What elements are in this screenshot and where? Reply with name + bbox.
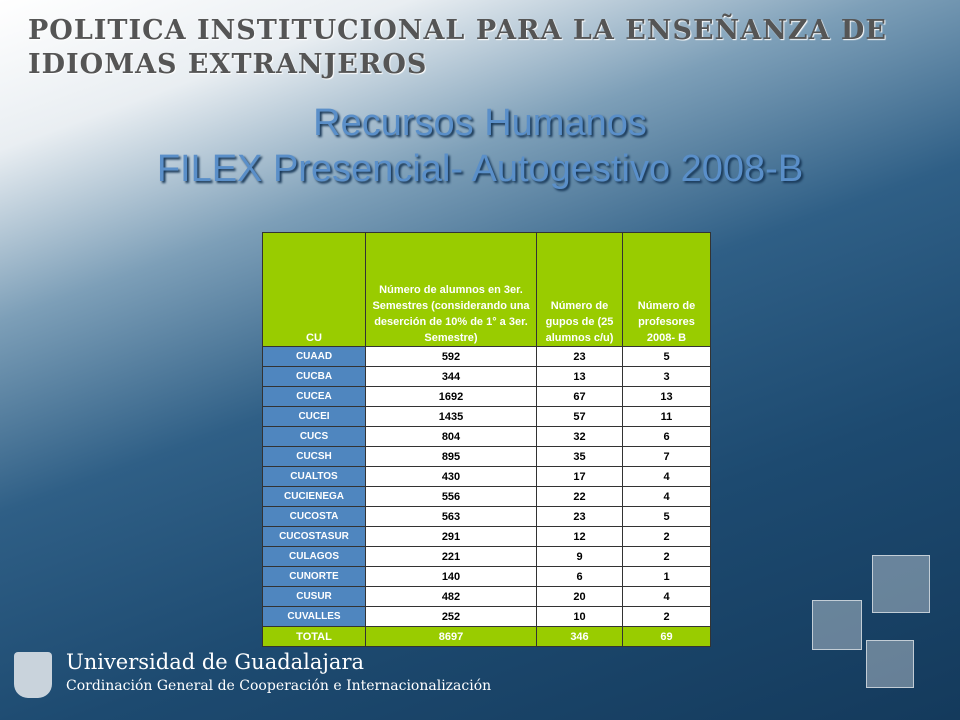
- table-row: CUAAD 592 23 5: [262, 346, 711, 367]
- value-cell: 9: [536, 546, 623, 567]
- table-row: CUCEA 1692 67 13: [262, 386, 711, 407]
- table-row: CUCSH 895 35 7: [262, 446, 711, 467]
- value-cell: 563: [365, 506, 537, 527]
- header-title: POLITICA INSTITUCIONAL PARA LA ENSEÑANZA…: [28, 15, 887, 80]
- value-cell: 67: [536, 386, 623, 407]
- value-cell: 592: [365, 346, 537, 367]
- total-row: TOTAL 8697 346 69: [262, 626, 711, 647]
- value-cell: 556: [365, 486, 537, 507]
- value-cell: 291: [365, 526, 537, 547]
- value-cell: 11: [622, 406, 711, 427]
- cu-cell: CUVALLES: [262, 606, 366, 627]
- value-cell: 6: [536, 566, 623, 587]
- column-header: Número de alumnos en 3er. Semestres (con…: [365, 232, 537, 347]
- value-cell: 7: [622, 446, 711, 467]
- value-cell: 895: [365, 446, 537, 467]
- value-cell: 23: [536, 506, 623, 527]
- cu-cell: CUCBA: [262, 366, 366, 387]
- cu-cell: CUNORTE: [262, 566, 366, 587]
- value-cell: 2: [622, 526, 711, 547]
- value-cell: 221: [365, 546, 537, 567]
- cu-cell: CUCEA: [262, 386, 366, 407]
- table-row: CUSUR 482 20 4: [262, 586, 711, 607]
- footer-university: Universidad de Guadalajara: [66, 650, 364, 674]
- decor-square: [812, 600, 862, 650]
- cu-cell: CULAGOS: [262, 546, 366, 567]
- table-row: CUCS 804 32 6: [262, 426, 711, 447]
- decor-square: [872, 555, 930, 613]
- title-line: Recursos Humanos: [313, 102, 647, 144]
- value-cell: 13: [536, 366, 623, 387]
- value-cell: 2: [622, 606, 711, 627]
- cu-cell: CUCS: [262, 426, 366, 447]
- value-cell: 1: [622, 566, 711, 587]
- total-cell: 69: [622, 626, 711, 647]
- value-cell: 5: [622, 506, 711, 527]
- value-cell: 482: [365, 586, 537, 607]
- cu-cell: CUALTOS: [262, 466, 366, 487]
- table-row: CUVALLES 252 10 2: [262, 606, 711, 627]
- value-cell: 2: [622, 546, 711, 567]
- table-row: CULAGOS 221 9 2: [262, 546, 711, 567]
- cu-cell: CUCOSTASUR: [262, 526, 366, 547]
- table-row: CUALTOS 430 17 4: [262, 466, 711, 487]
- value-cell: 344: [365, 366, 537, 387]
- value-cell: 252: [365, 606, 537, 627]
- table-row: CUNORTE 140 6 1: [262, 566, 711, 587]
- table-row: CUCOSTASUR 291 12 2: [262, 526, 711, 547]
- cu-cell: CUCEI: [262, 406, 366, 427]
- column-header: Número de profesores 2008- B: [622, 232, 711, 347]
- value-cell: 22: [536, 486, 623, 507]
- total-cell: 346: [536, 626, 623, 647]
- decor-square: [866, 640, 914, 688]
- value-cell: 1692: [365, 386, 537, 407]
- column-header: CU: [262, 232, 366, 347]
- cu-cell: CUCIENEGA: [262, 486, 366, 507]
- value-cell: 1435: [365, 406, 537, 427]
- table-row: CUCIENEGA 556 22 4: [262, 486, 711, 507]
- header-row: CU Número de alumnos en 3er. Semestres (c…: [262, 232, 711, 347]
- total-cell: 8697: [365, 626, 537, 647]
- value-cell: 140: [365, 566, 537, 587]
- value-cell: 17: [536, 466, 623, 487]
- value-cell: 4: [622, 486, 711, 507]
- cu-cell: CUAAD: [262, 346, 366, 367]
- value-cell: 4: [622, 586, 711, 607]
- total-cell: TOTAL: [262, 626, 366, 647]
- value-cell: 6: [622, 426, 711, 447]
- value-cell: 20: [536, 586, 623, 607]
- value-cell: 35: [536, 446, 623, 467]
- value-cell: 5: [622, 346, 711, 367]
- logo: [14, 652, 52, 698]
- value-cell: 804: [365, 426, 537, 447]
- value-cell: 13: [622, 386, 711, 407]
- column-header: Número de gupos de (25 alumnos c/u): [536, 232, 623, 347]
- slide-title: Recursos Humanos FILEX Presencial- Autog…: [0, 100, 960, 192]
- footer-office: Cordinación General de Cooperación e Int…: [66, 678, 492, 694]
- table-row: CUCEI 1435 57 11: [262, 406, 711, 427]
- table-row: CUCBA 344 13 3: [262, 366, 711, 387]
- value-cell: 23: [536, 346, 623, 367]
- value-cell: 3: [622, 366, 711, 387]
- data-table: CU Número de alumnos en 3er. Semestres (c…: [262, 232, 711, 647]
- cu-cell: CUCOSTA: [262, 506, 366, 527]
- value-cell: 4: [622, 466, 711, 487]
- value-cell: 57: [536, 406, 623, 427]
- title-line: FILEX Presencial- Autogestivo 2008-B: [156, 148, 804, 190]
- cu-cell: CUCSH: [262, 446, 366, 467]
- value-cell: 430: [365, 466, 537, 487]
- value-cell: 32: [536, 426, 623, 447]
- table-row: CUCOSTA 563 23 5: [262, 506, 711, 527]
- value-cell: 12: [536, 526, 623, 547]
- cu-cell: CUSUR: [262, 586, 366, 607]
- value-cell: 10: [536, 606, 623, 627]
